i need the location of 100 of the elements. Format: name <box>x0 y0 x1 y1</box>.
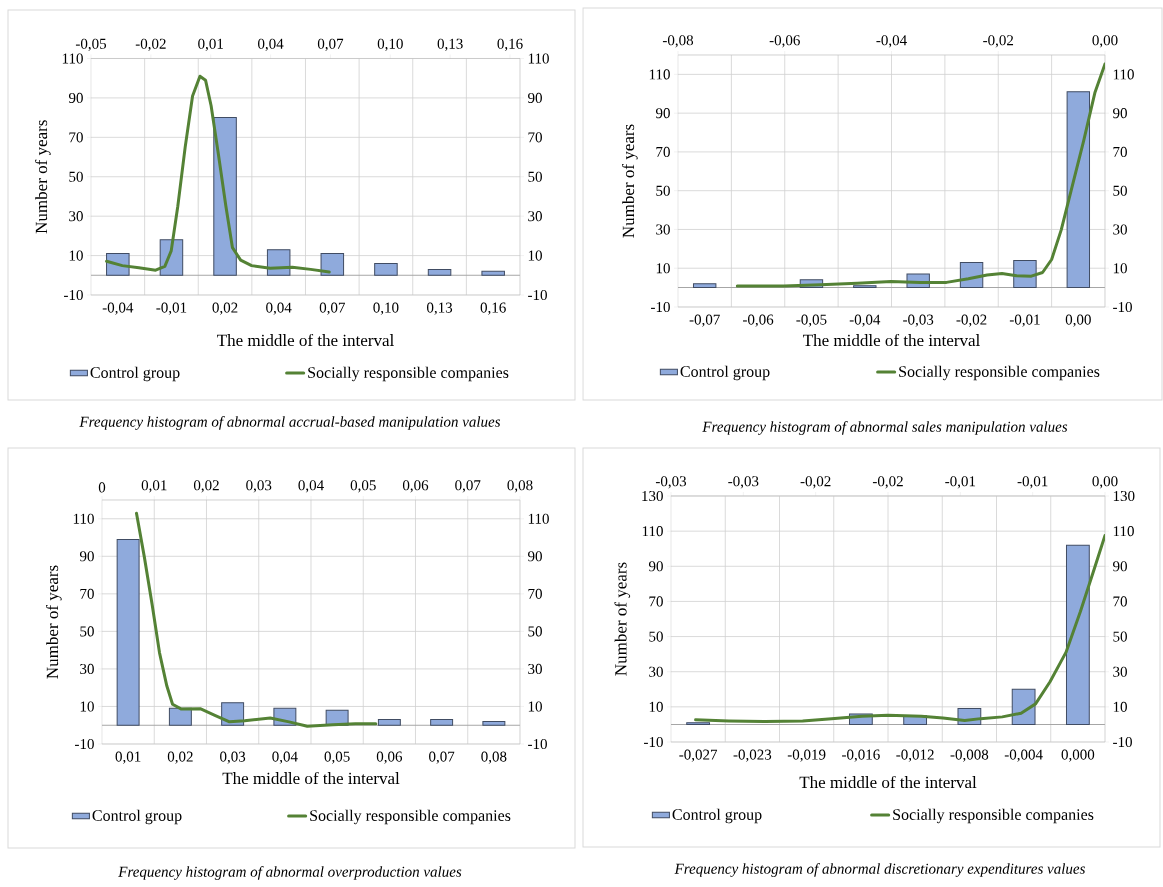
bar <box>168 707 192 726</box>
bar <box>320 253 345 276</box>
x-tick-label: -0,01 <box>945 476 976 489</box>
y-tick-label: 50 <box>528 171 542 182</box>
bar <box>1065 544 1090 725</box>
x-tick-label: 0,05 <box>324 751 350 764</box>
y-axis-title: Number of years <box>35 120 51 234</box>
y-tick-label: 10 <box>1113 701 1127 712</box>
y-tick-label: 30 <box>656 224 670 235</box>
x-tick-label: -0,04 <box>876 35 907 48</box>
bar <box>374 262 398 276</box>
y-tick-label: 30 <box>69 211 83 222</box>
x-tick-label: 0,04 <box>258 38 284 51</box>
x-tick-label: -0,07 <box>689 314 720 327</box>
y-tick-label: -10 <box>1113 736 1132 748</box>
x-axis-title: The middle of the interval <box>799 775 977 789</box>
y-axis-title: Number of years <box>622 124 638 238</box>
x-tick-label: 0,06 <box>402 480 429 493</box>
x-axis-title: The middle of the interval <box>217 333 394 347</box>
y-tick-label: 70 <box>69 132 83 143</box>
bar <box>1011 688 1036 725</box>
x-tick-label: -0,04 <box>849 314 881 327</box>
y-tick-label: 90 <box>528 92 542 103</box>
y-tick-label: 30 <box>649 666 663 677</box>
y-tick-label: 10 <box>80 701 94 712</box>
y-tick-label: 110 <box>1113 526 1134 537</box>
x-tick-label: -0,02 <box>800 476 831 489</box>
y-tick-label: -10 <box>528 738 547 750</box>
x-tick-label: -0,03 <box>655 476 687 489</box>
x-tick-label: 0,02 <box>193 480 219 493</box>
y-tick-label: 10 <box>1113 263 1127 274</box>
x-tick-label: 0,13 <box>427 302 453 315</box>
y-tick-label: -10 <box>1113 301 1132 313</box>
x-tick-label: -0,08 <box>662 35 694 48</box>
y-tick-label: 90 <box>528 551 542 562</box>
y-tick-label: 110 <box>73 513 94 524</box>
x-tick-label: -0,008 <box>950 749 989 762</box>
y-tick-label: 110 <box>1113 69 1134 80</box>
y-tick-label: 70 <box>80 588 94 599</box>
text: Frequency histogram of abnormal overproduction values <box>118 866 462 880</box>
x-tick-label: -0,01 <box>156 302 187 315</box>
y-tick-label: 110 <box>642 526 663 537</box>
x-tick-label: 0,01 <box>115 751 141 764</box>
bar <box>482 720 506 726</box>
text: Frequency histogram of abnormal accrual-based manipulation values <box>79 416 501 430</box>
x-tick-label: -0,03 <box>728 476 759 489</box>
y-tick-label: -10 <box>651 301 670 313</box>
x-tick-label: 0,07 <box>319 302 345 315</box>
y-tick-label: 10 <box>528 250 542 261</box>
y-tick-label: 90 <box>1113 108 1127 119</box>
x-tick-label: -0,01 <box>1017 476 1048 489</box>
y-tick-label: 30 <box>528 663 542 674</box>
x-tick-label: 0,04 <box>298 480 324 493</box>
legend-label: Control group <box>672 808 762 824</box>
y-tick-label: 30 <box>528 211 542 222</box>
bar <box>692 283 717 289</box>
y-tick-label: 70 <box>528 588 542 599</box>
legend-label: Socially responsible companies <box>308 366 509 382</box>
y-tick-label: 50 <box>1113 631 1127 642</box>
x-tick-label: 0,13 <box>437 38 463 51</box>
y-tick-label: 110 <box>62 53 83 64</box>
bar <box>377 719 401 726</box>
y-tick-label: 90 <box>79 551 94 562</box>
bar <box>1066 91 1091 289</box>
x-tick-label: 0,16 <box>497 38 523 51</box>
y-tick-label: 50 <box>649 631 663 642</box>
x-tick-label: 0,00 <box>1092 35 1118 48</box>
x-tick-label: 0,04 <box>272 751 298 764</box>
x-tick-label: 0,02 <box>212 302 238 315</box>
legend-label: Socially responsible companies <box>893 808 1094 824</box>
x-tick-label: -0,027 <box>679 749 718 762</box>
x-tick-label: 0,06 <box>376 751 403 764</box>
y-tick-label: 50 <box>656 185 670 196</box>
x-tick-label: -0,06 <box>742 314 774 327</box>
x-tick-label: 0,08 <box>507 480 533 493</box>
x-tick-label: 0,04 <box>266 302 292 315</box>
x-tick-label: -0,06 <box>769 35 800 48</box>
legend-label: Control group <box>680 365 770 381</box>
y-tick-label: 70 <box>1113 146 1127 157</box>
x-tick-label: -0,05 <box>75 38 107 51</box>
y-tick-label: 130 <box>642 490 663 502</box>
x-tick-label: 0,10 <box>373 302 399 315</box>
y-tick-label: 50 <box>80 626 94 637</box>
y-axis-title: Number of years <box>614 562 631 676</box>
y-tick-label: 110 <box>649 69 670 80</box>
y-tick-label: 50 <box>528 626 542 637</box>
x-tick-label: -0,02 <box>956 314 987 327</box>
x-tick-label: -0,03 <box>903 314 934 327</box>
x-tick-label: 0,03 <box>220 751 246 764</box>
y-tick-label: 10 <box>656 263 670 274</box>
y-tick-label: 70 <box>528 132 542 143</box>
y-tick-label: 70 <box>649 596 663 607</box>
line-series <box>735 62 1105 288</box>
x-tick-label: 0,07 <box>317 38 344 51</box>
x-tick-label: -0,05 <box>796 314 827 327</box>
x-axis-title: The middle of the interval <box>803 333 980 347</box>
legend-label: Control group <box>90 366 180 382</box>
x-tick-label: 0,00 <box>1092 476 1118 489</box>
x-tick-label: -0,02 <box>872 476 903 489</box>
legend-label: Socially responsible companies <box>310 809 511 825</box>
